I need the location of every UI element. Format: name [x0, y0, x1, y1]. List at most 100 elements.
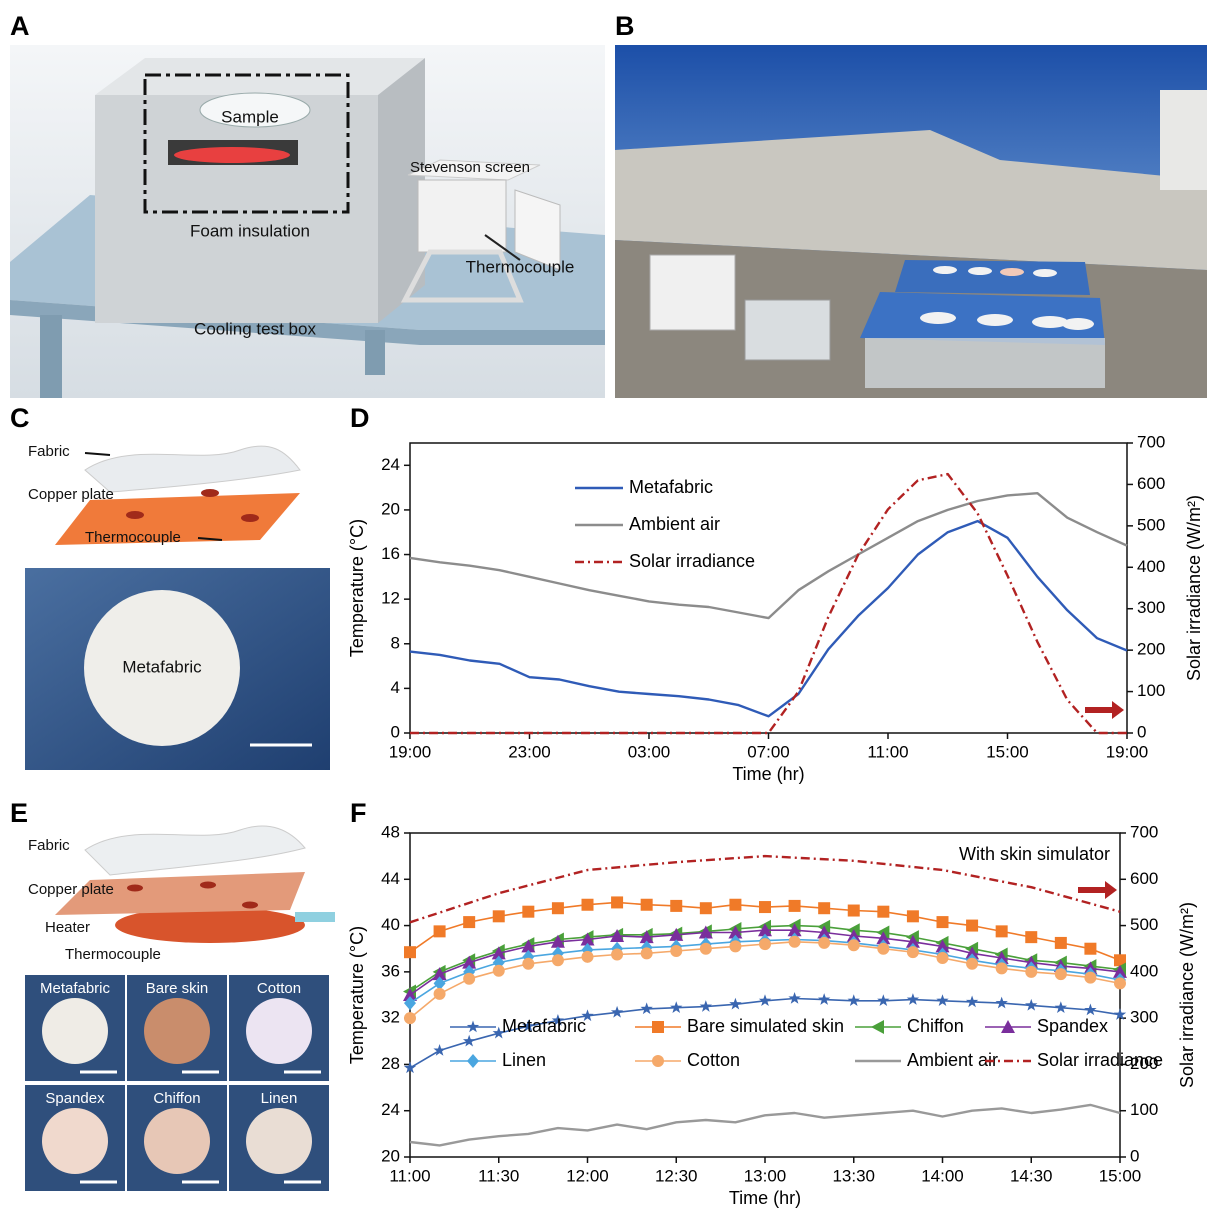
fabric [85, 826, 305, 875]
marker [1055, 968, 1067, 980]
y2-tick-label: 100 [1137, 681, 1165, 700]
label: Metafabric [122, 657, 202, 676]
sample-label: Bare skin [146, 980, 209, 997]
y-tick-label: 20 [381, 1146, 400, 1165]
panel-b [615, 45, 1207, 398]
marker [1055, 1001, 1067, 1013]
marker [611, 896, 623, 908]
marker [641, 899, 653, 911]
marker [871, 1020, 884, 1034]
x-tick-label: 23:00 [508, 742, 551, 761]
marker [789, 936, 801, 948]
marker [877, 943, 889, 955]
sample-bed [895, 260, 1090, 295]
label: Copper plate [28, 486, 114, 503]
marker [700, 902, 712, 914]
marker [907, 993, 919, 1005]
label: Cooling test box [194, 319, 316, 338]
x-axis-label: Time (hr) [729, 1188, 801, 1208]
y2-axis-label: Solar irradiance (W/m²) [1177, 902, 1197, 1088]
y-tick-label: 24 [381, 1100, 400, 1119]
marker [907, 946, 919, 958]
y2-tick-label: 200 [1137, 640, 1165, 659]
x-tick-label: 19:00 [1106, 742, 1149, 761]
panel-label: E [10, 798, 28, 828]
marker [433, 1044, 445, 1056]
annotation: With skin simulator [959, 844, 1110, 864]
building [1160, 90, 1207, 190]
legend-label: Spandex [1037, 1016, 1108, 1036]
y2-tick-label: 400 [1137, 557, 1165, 576]
series-line [410, 474, 1127, 733]
x-tick-label: 19:00 [389, 742, 432, 761]
x-tick-label: 12:30 [655, 1166, 698, 1185]
table-leg [40, 315, 62, 398]
y2-tick-label: 700 [1130, 822, 1158, 841]
label: Heater [45, 919, 90, 936]
marker [966, 920, 978, 932]
marker [463, 916, 475, 928]
x-tick-label: 14:00 [921, 1166, 964, 1185]
y2-tick-label: 700 [1137, 432, 1165, 451]
y-tick-label: 28 [381, 1054, 400, 1073]
marker [996, 962, 1008, 974]
pointer [85, 453, 110, 455]
y2-tick-label: 600 [1137, 474, 1165, 493]
marker [907, 910, 919, 922]
y2-tick-label: 500 [1130, 915, 1158, 934]
marker [937, 952, 949, 964]
marker [1084, 1004, 1096, 1016]
marker [493, 965, 505, 977]
y-tick-label: 40 [381, 915, 400, 934]
marker [463, 1035, 475, 1047]
label: Copper plate [28, 881, 114, 898]
fabric [85, 446, 300, 492]
sample-disc [42, 998, 108, 1064]
legend-label: Bare simulated skin [687, 1016, 844, 1036]
panel-label: B [615, 11, 635, 41]
label: Thermocouple [85, 529, 181, 546]
marker [1084, 972, 1096, 984]
marker [700, 1000, 712, 1012]
marker [700, 943, 712, 955]
y-tick-label: 20 [381, 499, 400, 518]
box-photo [745, 300, 830, 360]
axis-arrow [1085, 701, 1124, 719]
x-tick-label: 11:00 [389, 1166, 430, 1185]
x-tick-label: 15:00 [1099, 1166, 1142, 1185]
marker [937, 916, 949, 928]
marker [966, 958, 978, 970]
marker [818, 937, 830, 949]
legend-label: Ambient air [907, 1050, 998, 1070]
panel-label: D [350, 403, 370, 433]
marker [552, 954, 564, 966]
label: Fabric [28, 443, 70, 460]
marker [463, 973, 475, 985]
marker [789, 900, 801, 912]
marker [759, 994, 771, 1006]
sample-disc [246, 998, 312, 1064]
marker [848, 905, 860, 917]
marker [1025, 966, 1037, 978]
marker [652, 1021, 664, 1033]
marker [729, 899, 741, 911]
y-tick-label: 24 [381, 455, 400, 474]
label: Thermocouple [65, 946, 161, 963]
x-tick-label: 12:00 [566, 1166, 609, 1185]
y-tick-label: 44 [381, 869, 400, 888]
sample-label: Cotton [257, 980, 301, 997]
x-tick-label: 13:00 [744, 1166, 787, 1185]
y2-tick-label: 300 [1130, 1008, 1158, 1027]
marker [552, 902, 564, 914]
marker [404, 1012, 416, 1024]
label: Sample [221, 107, 279, 126]
marker [611, 1006, 623, 1018]
marker [670, 900, 682, 912]
sample-label: Metafabric [40, 980, 111, 997]
y-axis-label: Temperature (°C) [347, 519, 367, 657]
x-axis-label: Time (hr) [732, 764, 804, 784]
y2-tick-label: 0 [1137, 722, 1146, 741]
x-tick-label: 11:30 [478, 1166, 519, 1185]
axis-arrow [1078, 881, 1117, 899]
